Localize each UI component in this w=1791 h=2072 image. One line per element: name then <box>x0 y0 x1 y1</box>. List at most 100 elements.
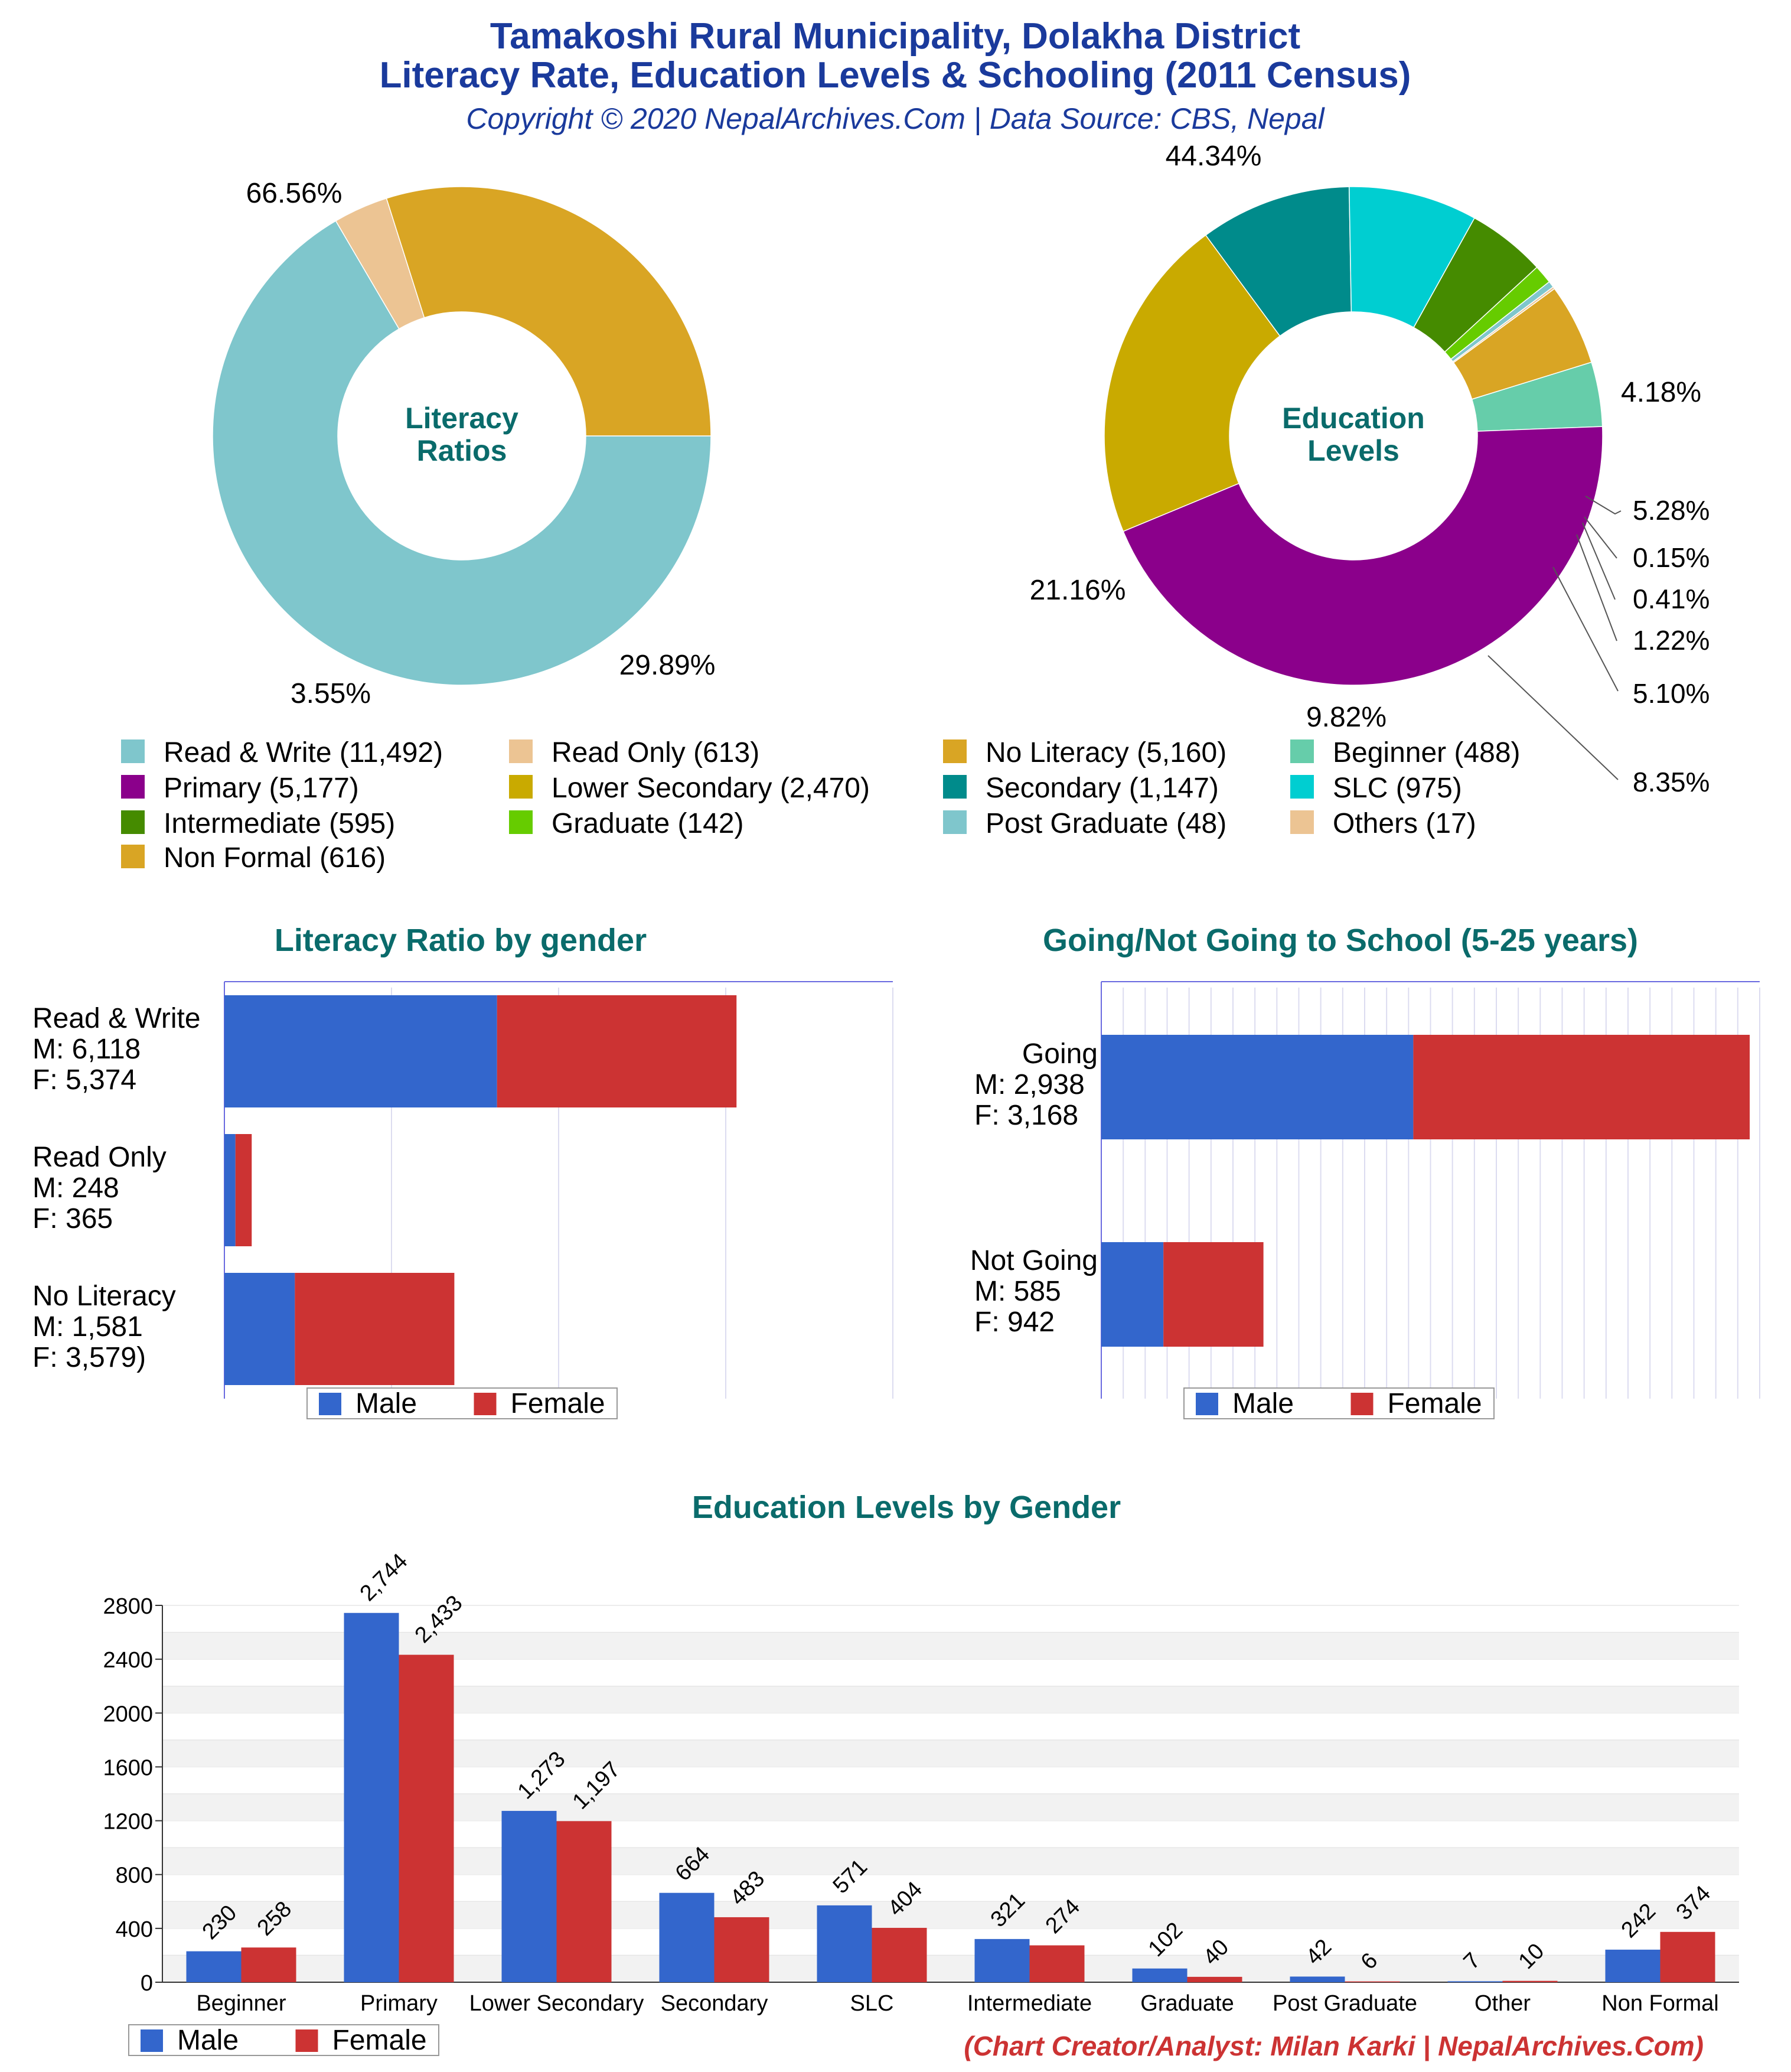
bar-post-graduate-male <box>1290 1976 1345 1982</box>
leader-line-non-formal <box>1585 496 1622 515</box>
bar-other-female <box>1502 1980 1558 1982</box>
bar-intermediate-female <box>1029 1945 1085 1982</box>
donut2-center-label-2: Levels <box>1307 434 1399 467</box>
y-tick-label-800: 800 <box>116 1864 153 1888</box>
legend-box <box>128 2024 439 2056</box>
legend-label: Primary (5,177) <box>164 773 359 804</box>
bar-graduate-male <box>1132 1968 1188 1982</box>
bar-beginner-male <box>186 1951 242 1982</box>
legend-swatch <box>943 810 967 834</box>
x-tick-label-graduate: Graduate <box>1140 1991 1234 2016</box>
legend-label: Others (17) <box>1333 808 1476 839</box>
donut2-pct-graduate: 1.22% <box>1633 625 1710 656</box>
x-tick-label-slc: SLC <box>850 1991 894 2016</box>
bar-going-male <box>1101 1035 1414 1139</box>
legend-swatch <box>509 775 533 799</box>
bar-lower-secondary-female <box>556 1821 612 1982</box>
education-levels-donut <box>1104 186 1603 686</box>
donut2-pct-beginner: 4.18% <box>1621 377 1701 408</box>
legend-label-male: Male <box>1232 1388 1294 1419</box>
category-label-going-1: M: 2,938 <box>974 1069 1085 1100</box>
legend-label: Read & Write (11,492) <box>164 737 443 768</box>
legend-item-slc: SLC (975) <box>1290 773 1462 804</box>
legend-item-others: Others (17) <box>1290 808 1476 839</box>
donut2-pct-non-formal: 5.28% <box>1633 495 1710 526</box>
legend-swatch-female <box>295 2029 318 2052</box>
category-label-going-2: F: 3,168 <box>974 1100 1078 1131</box>
legend-swatch-female <box>474 1393 497 1415</box>
donut-slice-read-write <box>212 220 712 686</box>
legend-item-post-graduate: Post Graduate (48) <box>943 808 1226 839</box>
x-tick-label-non-formal: Non Formal <box>1601 1991 1719 2016</box>
literacy-ratio-donut <box>212 186 712 686</box>
legend-box <box>306 1387 618 1419</box>
legend-label: Graduate (142) <box>552 808 744 839</box>
donut2-pct-post-graduate: 0.41% <box>1633 584 1710 614</box>
gender-legend: Male Female <box>1183 1387 1495 1419</box>
legend-label: Beginner (488) <box>1333 737 1521 768</box>
bar-intermediate-male <box>974 1939 1030 1982</box>
bar-read-only-male <box>224 1134 236 1246</box>
legend-item-beginner: Beginner (488) <box>1290 737 1521 768</box>
bar-slc-female <box>872 1927 927 1982</box>
y-tick-label-2800: 2800 <box>103 1594 153 1619</box>
y-tick-label-2000: 2000 <box>103 1702 153 1726</box>
bar-secondary-male <box>659 1892 715 1982</box>
bar-slc-male <box>817 1905 872 1982</box>
bar-read-only-female <box>235 1134 252 1246</box>
literacy-ratio-donut-labels: 66.56% 3.55% 29.89% <box>246 178 716 709</box>
legend-label: Lower Secondary (2,470) <box>552 773 870 804</box>
pie-legend: Read & Write (11,492) Read Only (613) No L… <box>121 737 1521 874</box>
legend-item-intermediate: Intermediate (595) <box>121 808 395 839</box>
legend-swatch <box>121 845 145 868</box>
bar-primary-male <box>344 1612 399 1982</box>
donut2-pct-labels: 44.34% 4.18% 21.16% 9.82% 5.28% 0.15% 0.… <box>1030 141 1710 797</box>
legend-item-read-write: Read & Write (11,492) <box>121 737 443 768</box>
donut-slice-non-formal <box>1453 288 1593 400</box>
category-label-no-literacy-0: No Literacy <box>32 1281 176 1312</box>
legend-swatch-male <box>141 2029 163 2052</box>
legend-label: Post Graduate (48) <box>986 808 1226 839</box>
donut2-pct-primary: 44.34% <box>1166 141 1262 172</box>
category-label-read-write-2: F: 5,374 <box>32 1064 136 1096</box>
legend-swatch <box>1290 775 1314 799</box>
leader-line-graduate <box>1576 534 1617 641</box>
grid-band <box>162 1632 1739 1660</box>
legend-item-graduate: Graduate (142) <box>509 808 744 839</box>
category-label-read-write-0: Read & Write <box>32 1003 201 1034</box>
bar-going-female <box>1413 1035 1750 1139</box>
donut1-pct-read-only: 3.55% <box>291 678 371 709</box>
y-tick-label-1200: 1200 <box>103 1810 153 1835</box>
category-label-not-going-0: Not Going <box>970 1245 1098 1276</box>
legend-item-read-only: Read Only (613) <box>509 737 759 768</box>
legend-label: SLC (975) <box>1333 773 1462 804</box>
legend-swatch <box>943 739 967 763</box>
donut1-center-label-1: Literacy <box>405 402 518 435</box>
credit-line: (Chart Creator/Analyst: Milan Karki | Ne… <box>964 2031 1704 2061</box>
donut2-pct-slc: 8.35% <box>1633 767 1710 797</box>
x-tick-label-secondary: Secondary <box>661 1991 768 2016</box>
bar-primary-female <box>399 1654 454 1982</box>
donut2-pct-lower-secondary: 21.16% <box>1030 575 1126 606</box>
legend-swatch-male <box>1196 1393 1218 1415</box>
y-tick-label-2400: 2400 <box>103 1648 153 1673</box>
gender-legend: Male Female <box>306 1387 618 1419</box>
legend-item-no-literacy: No Literacy (5,160) <box>943 737 1226 768</box>
donut1-center-label-2: Ratios <box>417 434 507 467</box>
bar-other-male <box>1447 1981 1503 1982</box>
legend-swatch-male <box>319 1393 341 1415</box>
legend-label-male: Male <box>355 1388 417 1419</box>
x-tick-label-lower-secondary: Lower Secondary <box>469 1991 644 2016</box>
literacy-gender-title: Literacy Ratio by gender <box>275 923 647 958</box>
subtitle: Copyright © 2020 NepalArchives.Com | Dat… <box>466 102 1325 136</box>
y-tick-label-0: 0 <box>141 1971 153 1996</box>
donut2-pct-others: 0.15% <box>1633 542 1710 573</box>
y-tick-label-1600: 1600 <box>103 1755 153 1780</box>
legend-swatch <box>1290 810 1314 834</box>
bar-graduate-female <box>1187 1976 1242 1982</box>
donut2-center-label-1: Education <box>1282 402 1425 435</box>
donut-slice-primary <box>1123 426 1603 686</box>
category-label-read-write-1: M: 6,118 <box>32 1034 141 1065</box>
x-tick-label-primary: Primary <box>360 1991 438 2016</box>
